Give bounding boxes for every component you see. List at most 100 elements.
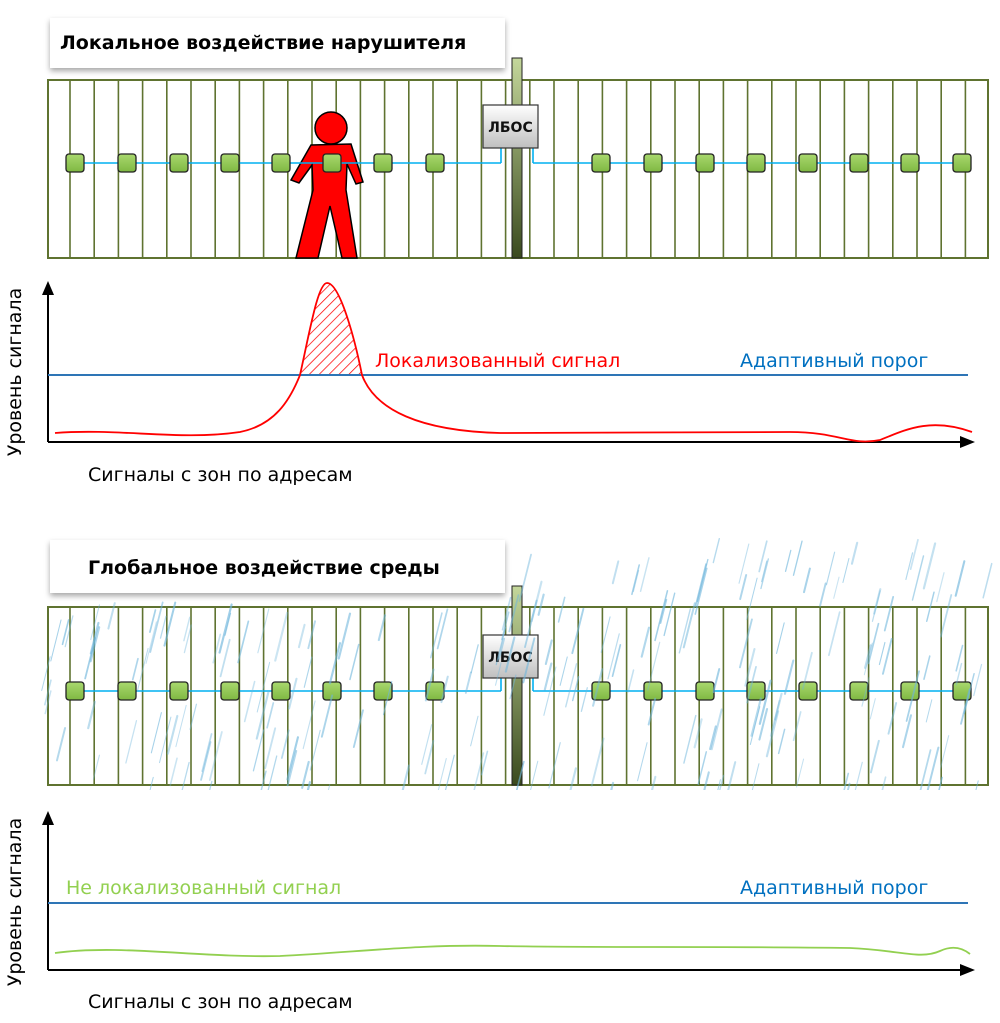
rain-drop — [936, 572, 945, 603]
rain-drop — [509, 674, 517, 700]
rain-drop — [712, 668, 721, 693]
rain-drop — [819, 582, 827, 607]
rain-drop — [650, 775, 657, 790]
rain-drop — [349, 643, 360, 681]
rain-drop — [183, 616, 191, 642]
rain-drop — [208, 731, 223, 781]
rain-icon — [41, 537, 993, 790]
rain-drop — [145, 621, 157, 664]
rain-drop — [436, 608, 449, 650]
rain-drop — [694, 567, 708, 615]
sensor-node — [169, 681, 189, 701]
rain-drop — [557, 596, 566, 623]
rain-drop — [201, 733, 213, 773]
signal-label: Локализованный сигнал — [375, 350, 620, 372]
rain-drop — [107, 602, 116, 630]
rain-drop — [975, 780, 979, 790]
rain-drop — [883, 595, 895, 632]
rain-drop — [792, 711, 802, 742]
rain-drop — [504, 636, 516, 673]
rain-drop — [166, 714, 179, 755]
sensor-node — [695, 681, 715, 701]
rain-drop — [440, 675, 449, 704]
rain-drop — [92, 754, 100, 780]
rain-drop — [543, 662, 553, 691]
rain-drop — [659, 598, 668, 624]
rain-drop — [637, 742, 648, 782]
y-axis-arrow — [42, 281, 54, 295]
rain-drop — [266, 702, 275, 729]
rain-drop — [87, 700, 96, 730]
rain-drop — [565, 663, 578, 708]
rain-drop — [758, 679, 772, 725]
x-axis-arrow — [960, 964, 975, 976]
rain-drop — [592, 668, 604, 707]
rain-drop — [873, 588, 882, 615]
rain-drop — [306, 781, 312, 790]
rain-drop — [522, 637, 536, 684]
rain-drop — [125, 720, 138, 764]
title-box — [50, 540, 505, 593]
rain-drop — [610, 781, 615, 790]
rain-drop — [524, 599, 538, 648]
rain-drop — [569, 767, 577, 790]
rain-drop — [328, 642, 342, 685]
rain-drop — [158, 716, 172, 764]
rain-drop — [751, 763, 760, 790]
x-axis-label: Сигналы с зон по адресам — [88, 991, 353, 1013]
rain-drop — [61, 619, 70, 646]
sensor-node — [952, 681, 972, 701]
rain-drop — [464, 671, 472, 694]
rain-drop — [863, 642, 873, 676]
rain-drop — [473, 752, 485, 790]
rain-drop — [938, 776, 943, 790]
rain-drop — [44, 679, 52, 706]
rain-drop — [260, 770, 267, 790]
rain-drop — [498, 637, 506, 660]
rain-drop — [200, 741, 212, 781]
rain-drop — [919, 749, 932, 790]
rain-drop — [765, 710, 780, 758]
rain-drop — [719, 774, 725, 790]
rain-drop — [56, 727, 67, 762]
rain-drop — [925, 699, 933, 723]
rain-drop — [149, 776, 154, 790]
rain-drop — [905, 670, 920, 722]
rain-drop — [544, 639, 553, 666]
rain-drop — [264, 727, 277, 770]
rain-drop — [738, 543, 750, 584]
rain-drop — [911, 555, 925, 601]
sensor-node — [271, 681, 291, 701]
rain-drop — [926, 591, 935, 622]
rain-drop — [571, 607, 585, 655]
sensor-node — [591, 153, 611, 173]
rain-drop — [219, 638, 231, 678]
sensor-node — [798, 153, 818, 173]
rain-drop — [854, 761, 863, 790]
rain-drop — [189, 703, 198, 730]
rain-drop — [869, 739, 880, 774]
rain-drop — [297, 623, 306, 649]
rain-drop — [881, 637, 893, 675]
rain-drop — [89, 626, 101, 663]
rain-drop — [881, 776, 887, 790]
sensor-node — [373, 153, 393, 173]
rain-drop — [940, 735, 950, 769]
rain-drop — [923, 655, 931, 680]
signal-chart: Не локализованный сигнал Адаптивный поро… — [4, 811, 975, 1013]
rain-drop — [149, 601, 164, 653]
rain-drop — [640, 626, 651, 658]
rain-drop — [163, 601, 177, 647]
y-axis-label: Уровень сигнала — [4, 288, 26, 456]
rain-drop — [494, 662, 502, 686]
rain-drop — [828, 611, 841, 657]
sensor-node — [591, 681, 611, 701]
rain-drop — [327, 784, 331, 790]
rain-drop — [611, 560, 620, 585]
rain-drop — [212, 633, 222, 664]
rain-drop — [955, 662, 963, 686]
panel-global: ЛБОС Глобальное воздействие среды Не лок… — [4, 537, 993, 1013]
rain-drop — [421, 724, 433, 765]
rain-drop — [90, 604, 100, 641]
rain-drop — [209, 780, 213, 790]
